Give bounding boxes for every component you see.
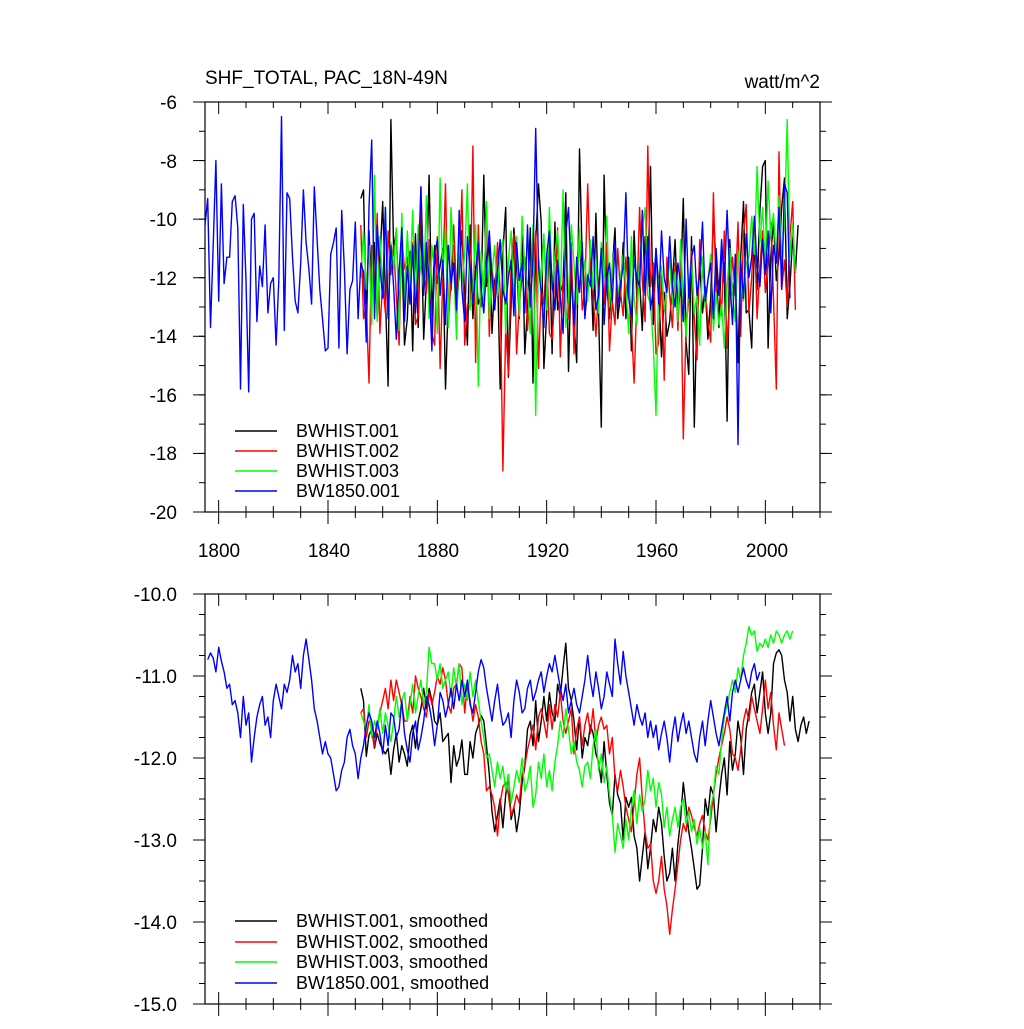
x-tick-label: 1920 (527, 541, 569, 562)
y-tick-label: -18 (150, 444, 177, 465)
top-y-tick-labels: -6 -8 -10 -12 -14 -16 -18 -20 (150, 93, 178, 524)
legend-label: BWHIST.003, smoothed (296, 952, 488, 972)
x-tick-label: 1800 (198, 541, 240, 562)
y-tick-label: -8 (160, 152, 177, 173)
legend-label: BWHIST.003 (296, 461, 399, 481)
top-panel: SHF_TOTAL, PAC_18N-49N watt/m^2 -6 -8 -1… (150, 68, 832, 562)
y-tick-label: -13.0 (134, 831, 177, 852)
x-tick-label: 1840 (308, 541, 350, 562)
series-line-bwhist-001-smoothed (360, 642, 810, 890)
bottom-panel: -10.0 -11.0 -12.0 -13.0 -14.0 -15.0 BWHI… (134, 585, 832, 1016)
series-line-bwhist-003-smoothed (360, 626, 794, 866)
legend-label: BWHIST.001, smoothed (296, 911, 488, 931)
y-tick-label: -6 (160, 93, 177, 114)
top-legend: BWHIST.001 BWHIST.002 BWHIST.003 BW1850.… (235, 421, 400, 501)
legend-label: BWHIST.002, smoothed (296, 932, 488, 952)
bottom-legend: BWHIST.001, smoothed BWHIST.002, smoothe… (235, 911, 489, 993)
y-tick-label: -11.0 (135, 667, 177, 688)
y-tick-label: -10 (150, 210, 177, 231)
y-tick-label: -14 (150, 327, 178, 348)
top-x-tick-labels: 1800 1840 1880 1920 1960 2000 (198, 541, 788, 562)
legend-label: BW1850.001, smoothed (296, 973, 489, 993)
series-line-bwhist-001 (360, 118, 799, 428)
x-tick-label: 1880 (417, 541, 459, 562)
y-tick-label: -12.0 (134, 749, 177, 770)
top-series-lines (204, 115, 799, 472)
top-chart-title: SHF_TOTAL, PAC_18N-49N (205, 68, 448, 89)
legend-label: BW1850.001 (296, 481, 400, 501)
y-tick-label: -20 (150, 503, 177, 524)
y-tick-label: -14.0 (134, 913, 177, 934)
bottom-y-tick-labels: -10.0 -11.0 -12.0 -13.0 -14.0 -15.0 (134, 585, 177, 1016)
y-tick-label: -12 (150, 269, 177, 290)
x-tick-label: 2000 (746, 541, 788, 562)
y-tick-label: -15.0 (134, 995, 177, 1016)
series-line-bw1850-001-smoothed (207, 638, 761, 792)
legend-label: BWHIST.001 (296, 421, 399, 441)
legend-label: BWHIST.002 (296, 441, 399, 461)
y-tick-label: -10.0 (134, 585, 177, 606)
bottom-axis-ticks (193, 593, 832, 1016)
bottom-series-lines (207, 626, 810, 935)
y-tick-label: -16 (150, 386, 177, 407)
x-tick-label: 1960 (636, 541, 678, 562)
top-chart-units: watt/m^2 (744, 72, 820, 93)
series-line-bw1850-001 (204, 115, 791, 446)
top-axis-ticks (193, 101, 832, 524)
